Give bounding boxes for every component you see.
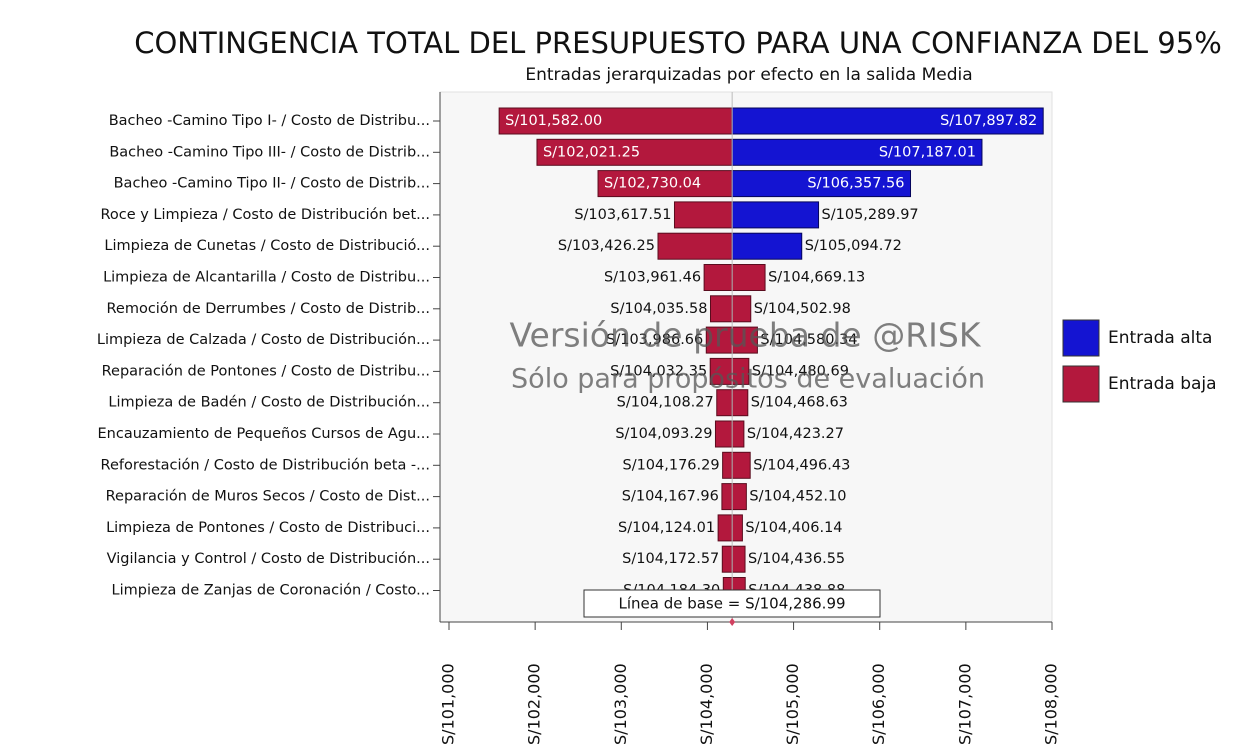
value-label: S/104,669.13: [768, 270, 865, 286]
category-label: Limpieza de Alcantarilla / Costo de Dist…: [103, 270, 430, 286]
category-label: Remoción de Derrumbes / Costo de Distrib…: [106, 301, 430, 317]
x-tick-label: S/104,000: [697, 663, 716, 745]
bar-high: [731, 170, 912, 198]
bar-low: [673, 201, 733, 229]
value-label: S/104,032.35: [610, 363, 707, 379]
value-label: S/104,452.10: [749, 489, 846, 505]
category-label: Bacheo -Camino Tipo II- / Costo de Distr…: [114, 176, 430, 192]
bar-high: [731, 483, 747, 511]
value-label: S/104,580.34: [760, 332, 857, 348]
legend-label: Entrada alta: [1108, 328, 1212, 348]
value-label: S/103,617.51: [574, 207, 671, 223]
value-label: S/103,986.66: [606, 332, 703, 348]
x-tick-label: S/108,000: [1042, 663, 1061, 745]
value-label: S/103,426.25: [558, 238, 655, 254]
value-label: S/105,094.72: [805, 238, 902, 254]
value-label: S/104,496.43: [753, 457, 850, 473]
legend-label: Entrada baja: [1108, 374, 1217, 394]
category-label: Bacheo -Camino Tipo I- / Costo de Distri…: [109, 113, 430, 129]
category-label: Roce y Limpieza / Costo de Distribución …: [100, 207, 430, 223]
value-label: S/104,108.27: [617, 395, 714, 411]
bar-high: [731, 451, 751, 479]
bar-low: [703, 264, 733, 291]
value-label: S/104,468.63: [751, 395, 848, 411]
bar-low: [721, 545, 733, 573]
category-label: Limpieza de Zanjas de Coronación / Costo…: [112, 583, 430, 599]
bar-high: [731, 201, 820, 229]
chart-subtitle: Entradas jerarquizadas por efecto en la …: [525, 65, 972, 85]
watermark: Sólo para propósitos de evaluación: [511, 364, 985, 395]
value-label: S/102,730.04: [604, 176, 701, 192]
bar-low: [536, 138, 733, 166]
category-label: Limpieza de Pontones / Costo de Distribu…: [106, 520, 430, 536]
value-label: S/106,357.56: [807, 176, 904, 192]
bar-low: [714, 420, 733, 448]
category-label: Bacheo -Camino Tipo III- / Costo de Dist…: [109, 144, 430, 160]
baseline-label-box: [583, 589, 881, 618]
value-label: S/104,093.29: [615, 426, 712, 442]
chart-title: CONTINGENCIA TOTAL DEL PRESUPUESTO PARA …: [134, 26, 1222, 60]
value-label: S/107,897.82: [940, 113, 1037, 129]
bar-high: [731, 326, 758, 354]
category-label: Vigilancia y Control / Costo de Distribu…: [107, 551, 430, 567]
x-tick-label: S/105,000: [783, 663, 802, 745]
legend-swatch: [1062, 365, 1100, 403]
value-label: S/104,436.55: [748, 551, 845, 567]
value-label: S/104,124.01: [618, 520, 715, 536]
category-label: Reparación de Pontones / Costo de Distri…: [102, 363, 430, 379]
value-label: S/104,406.14: [745, 520, 842, 536]
bar-low: [498, 107, 733, 135]
value-label: S/104,502.98: [754, 301, 851, 317]
value-label: S/101,582.00: [505, 113, 602, 129]
x-tick-label: S/107,000: [955, 663, 974, 745]
watermark: Versión de prueba de @RISK: [510, 316, 982, 355]
category-label: Limpieza de Badén / Costo de Distribució…: [108, 395, 430, 411]
x-tick-label: S/106,000: [869, 663, 888, 745]
value-label: S/104,480.69: [752, 363, 849, 379]
category-label: Reparación de Muros Secos / Costo de Dis…: [106, 489, 430, 505]
x-tick-label: S/103,000: [611, 663, 630, 745]
baseline-label: Línea de base = S/104,286.99: [618, 595, 845, 613]
bar-high: [731, 232, 803, 260]
x-tick-label: S/102,000: [525, 663, 544, 745]
bar-low: [721, 483, 733, 511]
value-label: S/104,035.58: [610, 301, 707, 317]
value-label: S/102,021.25: [543, 144, 640, 160]
value-label: S/104,172.57: [622, 551, 719, 567]
bar-low: [657, 232, 733, 260]
category-label: Encauzamiento de Pequeños Cursos de Agu.…: [98, 426, 431, 442]
baseline-marker: [729, 618, 736, 626]
bar-high: [731, 420, 745, 448]
bar-low: [722, 451, 733, 479]
value-label: S/103,961.46: [604, 270, 701, 286]
value-label: S/104,167.96: [622, 489, 719, 505]
bar-high: [731, 545, 746, 573]
category-label: Reforestación / Costo de Distribución be…: [101, 457, 430, 473]
legend-swatch: [1062, 319, 1100, 357]
category-label: Limpieza de Cunetas / Costo de Distribuc…: [104, 238, 430, 254]
x-tick-label: S/101,000: [439, 663, 458, 745]
value-label: S/107,187.01: [879, 144, 976, 160]
category-label: Limpieza de Calzada / Costo de Distribuc…: [97, 332, 430, 348]
bar-low: [717, 514, 733, 542]
bar-low: [705, 326, 733, 354]
bar-high: [731, 514, 743, 542]
bar-high: [731, 138, 983, 166]
value-label: S/104,176.29: [622, 457, 719, 473]
bar-low: [597, 170, 733, 198]
value-label: S/104,423.27: [747, 426, 844, 442]
bar-high: [731, 264, 766, 291]
value-label: S/105,289.97: [822, 207, 919, 223]
